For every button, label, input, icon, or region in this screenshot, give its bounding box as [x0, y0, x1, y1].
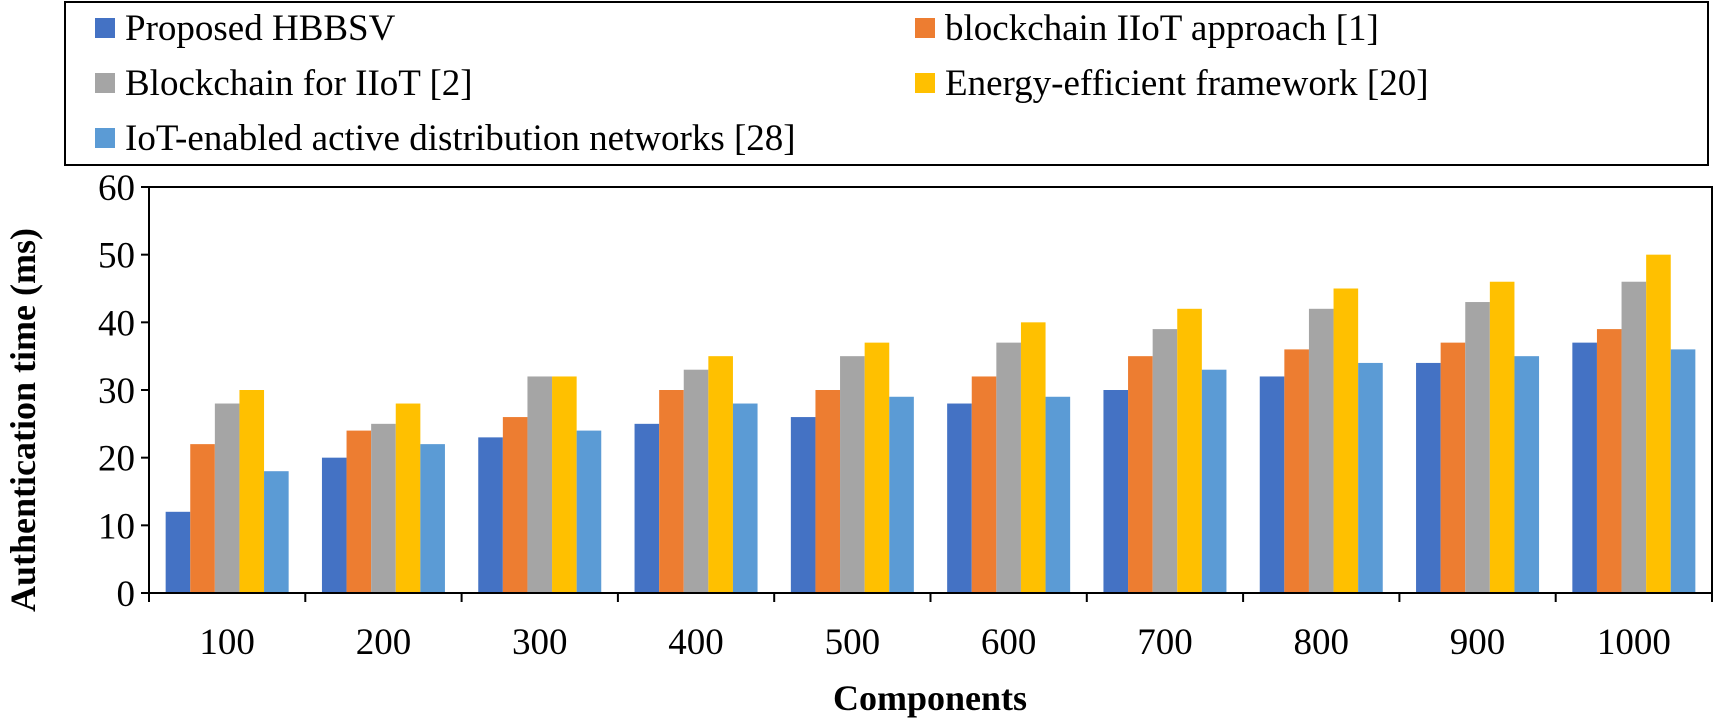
y-tick-label: 50	[98, 236, 135, 277]
y-tick-label: 60	[98, 168, 135, 209]
bar-4-100	[239, 390, 265, 593]
x-tick-label: 300	[512, 622, 568, 663]
bar-2-1000	[1596, 329, 1622, 593]
bar-5-800	[1358, 362, 1383, 593]
bar-3-200	[371, 423, 396, 593]
axes-group: 0 10 20 30 40 50 60 100 200 300 400 500 600 700 800 900…	[98, 168, 1713, 663]
bar-3-700	[1152, 329, 1178, 593]
bar-5-300	[576, 430, 602, 593]
legend-label-1: Proposed HBBSV	[125, 8, 396, 49]
x-tick-label: 400	[668, 622, 724, 663]
y-tick-label: 30	[98, 371, 135, 412]
y-tick-label: 0	[117, 574, 136, 615]
bar-1-900	[1416, 362, 1441, 593]
x-axis-title: Components	[833, 678, 1027, 718]
bar-1-500	[790, 417, 816, 593]
bar-2-500	[815, 390, 841, 593]
bar-4-300	[552, 376, 577, 593]
bar-3-100	[214, 403, 240, 593]
bar-2-900	[1440, 342, 1466, 593]
bar-2-400	[659, 390, 684, 593]
legend-swatch-2	[915, 18, 935, 38]
bars-group	[165, 254, 1696, 593]
bar-3-1000	[1621, 281, 1647, 593]
legend-swatch-4	[915, 73, 935, 93]
bar-5-200	[420, 444, 445, 593]
bar-3-500	[840, 356, 865, 593]
bar-5-1000	[1670, 349, 1696, 593]
legend-label-4: Energy-efficient framework [20]	[945, 63, 1429, 104]
bar-3-300	[527, 376, 553, 593]
bar-2-800	[1284, 349, 1309, 593]
bar-3-900	[1465, 302, 1490, 593]
bar-4-500	[864, 342, 890, 593]
bar-2-600	[971, 376, 997, 593]
bar-3-600	[996, 342, 1021, 593]
bar-5-500	[889, 396, 914, 593]
x-tick-label: 100	[199, 622, 255, 663]
bar-2-300	[502, 417, 528, 593]
y-axis-title: Authentication time (ms)	[3, 228, 43, 612]
legend-swatch-3	[95, 73, 115, 93]
bar-2-200	[346, 430, 372, 593]
x-tick-label: 900	[1450, 622, 1506, 663]
bar-5-400	[732, 403, 758, 593]
bar-1-700	[1103, 390, 1129, 593]
legend-swatch-5	[95, 128, 115, 148]
bar-4-700	[1177, 308, 1202, 593]
legend-label-5: IoT-enabled active distribution networks…	[125, 118, 796, 159]
bar-5-900	[1514, 356, 1540, 593]
bar-4-400	[708, 356, 733, 593]
x-tick-label: 500	[825, 622, 881, 663]
legend-label-2: blockchain IIoT approach [1]	[945, 8, 1379, 49]
bar-3-400	[683, 369, 709, 593]
bar-1-200	[321, 457, 347, 593]
bar-5-100	[264, 471, 289, 593]
bar-4-200	[395, 403, 421, 593]
bar-1-600	[947, 403, 972, 593]
x-tick-label: 200	[356, 622, 412, 663]
x-tick-label: 1000	[1597, 622, 1671, 663]
bar-1-1000	[1572, 342, 1597, 593]
bar-5-600	[1045, 396, 1071, 593]
bar-1-400	[634, 423, 660, 593]
bar-1-100	[165, 511, 191, 593]
bar-1-300	[478, 437, 503, 593]
chart-legend: Proposed HBBSV blockchain IIoT approach […	[64, 1, 1709, 166]
x-tick-label: 800	[1294, 622, 1350, 663]
bar-4-600	[1020, 322, 1046, 593]
bar-4-800	[1333, 288, 1359, 593]
x-tick-label: 700	[1137, 622, 1193, 663]
legend-label-3: Blockchain for IIoT [2]	[125, 63, 473, 104]
bar-4-900	[1489, 281, 1515, 593]
bar-4-1000	[1646, 254, 1671, 593]
y-tick-label: 10	[98, 506, 135, 547]
bar-1-800	[1259, 376, 1285, 593]
y-tick-label: 20	[98, 439, 135, 480]
legend-border	[64, 1, 1709, 166]
bar-2-700	[1128, 356, 1153, 593]
bar-2-100	[190, 444, 215, 593]
legend-swatch-1	[95, 18, 115, 38]
x-tick-label: 600	[981, 622, 1037, 663]
bar-3-800	[1308, 308, 1334, 593]
y-tick-label: 40	[98, 303, 135, 344]
bar-5-700	[1201, 369, 1227, 593]
